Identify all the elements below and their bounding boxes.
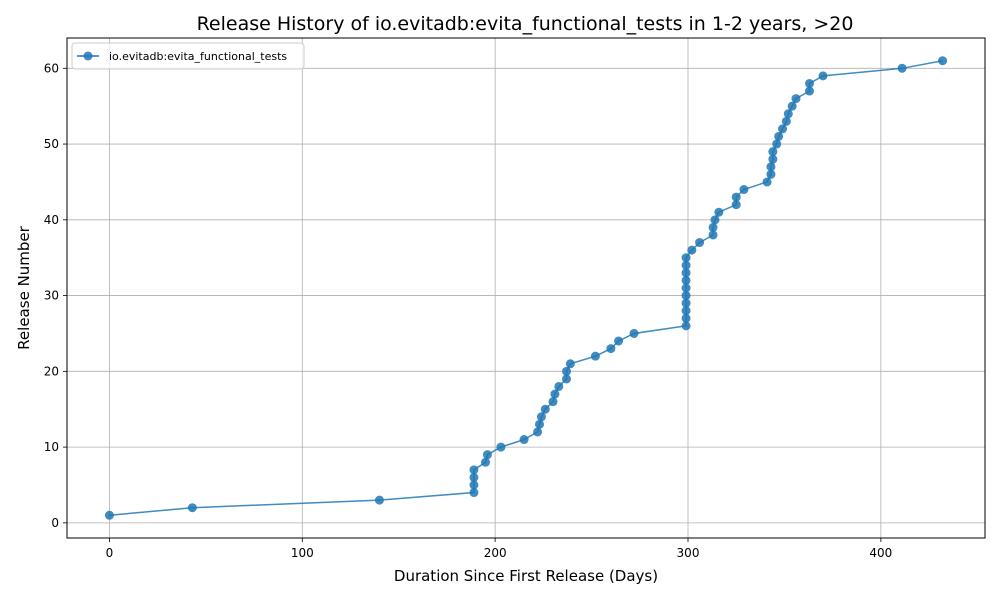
chart-title: Release History of io.evitadb:evita_func… (197, 13, 854, 35)
data-point (606, 344, 616, 354)
data-point (774, 131, 784, 141)
data-point (519, 435, 529, 445)
plot-frame (66, 37, 986, 539)
data-point (590, 351, 600, 361)
data-point (681, 291, 691, 301)
data-point (805, 86, 814, 96)
data-point (897, 63, 907, 73)
data-point (562, 374, 571, 384)
data-point (687, 245, 697, 255)
y-tick-label: 0 (51, 516, 59, 530)
data-point (772, 139, 782, 149)
data-point (535, 419, 544, 429)
data-point (805, 78, 814, 88)
data-point (681, 283, 691, 293)
data-point (681, 275, 691, 285)
data-point (374, 495, 384, 505)
data-point (536, 412, 546, 422)
data-point (781, 116, 791, 126)
data-point (550, 389, 560, 399)
data-point (778, 124, 787, 134)
data-point (695, 238, 705, 248)
legend: io.evitadb:evita_functional_tests (71, 42, 305, 70)
x-tick-label: 200 (484, 546, 507, 560)
data-point (548, 397, 558, 407)
data-point (766, 169, 776, 179)
data-point (681, 321, 691, 331)
x-tick-label: 300 (677, 546, 700, 560)
data-point (818, 71, 828, 81)
data-point (714, 207, 724, 217)
data-point (783, 109, 793, 119)
data-point (739, 185, 749, 195)
legend-frame (71, 42, 305, 70)
y-axis-title: Release Number (15, 225, 33, 349)
data-point (681, 298, 691, 308)
data-point (731, 200, 741, 210)
x-tick-label: 400 (869, 546, 892, 560)
data-point (565, 359, 575, 369)
data-point (496, 442, 506, 452)
data-point (681, 260, 691, 270)
data-point (469, 488, 479, 498)
x-axis-title: Duration Since First Release (Days) (394, 567, 658, 585)
data-point (481, 457, 490, 467)
data-point (469, 465, 479, 475)
legend-series-label: io.evitadb:evita_functional_tests (109, 50, 287, 63)
series-layer (104, 56, 948, 520)
legend-marker-swatch (83, 51, 93, 61)
data-point (731, 192, 741, 202)
data-point (469, 472, 479, 482)
data-point (681, 268, 691, 278)
data-point (469, 480, 479, 490)
data-point (708, 230, 718, 240)
data-point (938, 56, 948, 66)
data-point (681, 313, 691, 323)
y-tick-label: 50 (44, 137, 59, 151)
y-tick-label: 40 (44, 213, 59, 227)
data-point (533, 427, 543, 437)
x-tick-label: 0 (106, 546, 114, 560)
data-point (768, 147, 778, 157)
y-tick-label: 10 (44, 440, 59, 454)
data-point (791, 94, 801, 104)
data-point (562, 366, 571, 376)
data-point (482, 450, 492, 460)
y-tick-label: 60 (44, 61, 59, 75)
x-tick-label: 100 (291, 546, 314, 560)
data-point (554, 381, 564, 391)
data-point (766, 162, 776, 172)
data-point (187, 503, 197, 513)
y-tick-label: 30 (44, 289, 59, 303)
data-point (540, 404, 550, 414)
data-point (681, 253, 691, 263)
grid (67, 38, 985, 538)
data-point (768, 154, 778, 164)
data-point (762, 177, 772, 187)
data-point (708, 222, 718, 232)
data-point (710, 215, 720, 225)
data-point (104, 510, 114, 520)
data-point (614, 336, 624, 346)
data-point (629, 328, 639, 338)
data-point (681, 306, 691, 316)
ticks: 0 100 200 300 400 0 10 20 30 40 50 60 (44, 61, 893, 560)
data-point (787, 101, 797, 111)
y-tick-label: 20 (44, 364, 59, 378)
